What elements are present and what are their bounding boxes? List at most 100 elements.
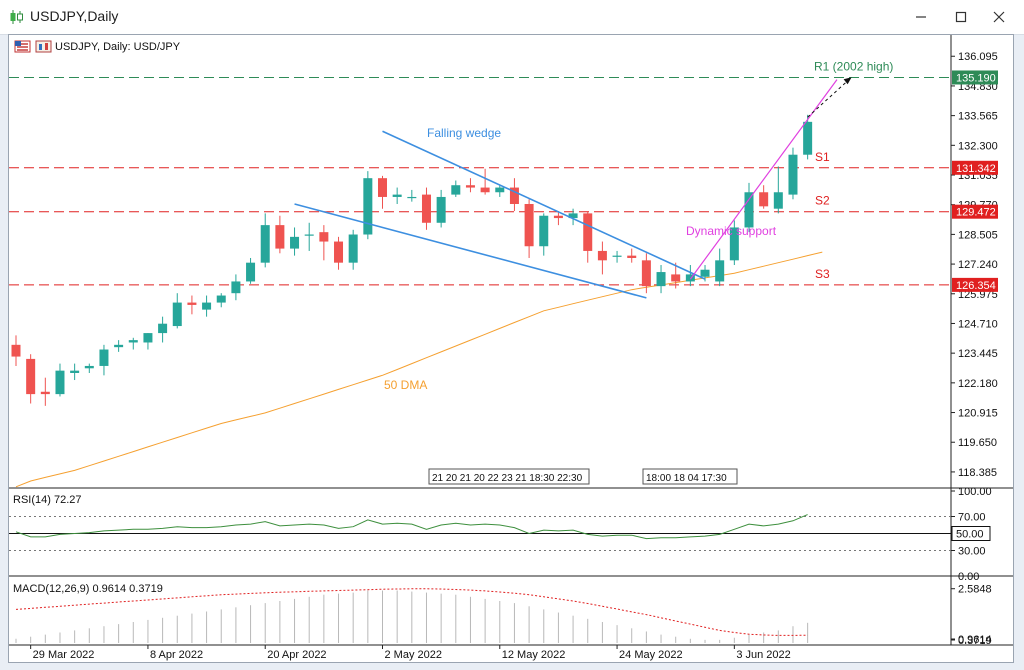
- candle[interactable]: [11, 335, 21, 366]
- candle[interactable]: [407, 189, 417, 202]
- candle[interactable]: [202, 295, 212, 317]
- candle-body: [26, 358, 36, 395]
- candle-body: [231, 281, 241, 294]
- candle[interactable]: [465, 178, 475, 193]
- date-tick-label: 12 May 2022: [502, 649, 566, 661]
- date-tick-label: 20 Apr 2022: [267, 649, 326, 661]
- candle[interactable]: [656, 265, 666, 294]
- annotation-50-dma: 50 DMA: [384, 378, 427, 392]
- candle-body: [465, 185, 475, 188]
- candle-body: [334, 241, 344, 263]
- candle[interactable]: [290, 227, 300, 256]
- candle-body: [128, 340, 138, 343]
- macd-tick-label: 0.9614: [958, 634, 992, 646]
- candle-body: [348, 234, 358, 263]
- candle-body: [495, 187, 505, 193]
- candle-body: [363, 178, 373, 235]
- candle[interactable]: [759, 185, 769, 209]
- candle[interactable]: [803, 114, 813, 160]
- chart-window[interactable]: R1 (2002 high) S1 S2 S3 Falling wedge Dynamic…: [8, 34, 1014, 663]
- usdjpy-chart[interactable]: R1 (2002 high) S1 S2 S3 Falling wedge Dynamic…: [9, 35, 1013, 662]
- minimize-button[interactable]: [904, 4, 938, 30]
- candle-body: [187, 302, 197, 305]
- maximize-button[interactable]: [944, 4, 978, 30]
- candle[interactable]: [480, 168, 490, 195]
- candle[interactable]: [612, 250, 622, 263]
- candle[interactable]: [216, 293, 226, 308]
- candle[interactable]: [231, 274, 241, 301]
- date-tick-label: 2 May 2022: [385, 649, 442, 661]
- candle[interactable]: [539, 213, 549, 256]
- candle[interactable]: [246, 257, 256, 284]
- candle[interactable]: [99, 344, 109, 376]
- candle[interactable]: [40, 377, 50, 406]
- candle[interactable]: [55, 363, 65, 397]
- close-button[interactable]: [982, 4, 1016, 30]
- candle[interactable]: [583, 211, 593, 263]
- candle-body: [773, 192, 783, 209]
- candle[interactable]: [334, 236, 344, 270]
- candle[interactable]: [319, 225, 329, 261]
- candle-body: [803, 121, 813, 155]
- candle[interactable]: [553, 211, 563, 226]
- candle[interactable]: [773, 166, 783, 214]
- candle[interactable]: [788, 147, 798, 200]
- candle[interactable]: [524, 199, 534, 258]
- candle[interactable]: [26, 354, 36, 404]
- candle-body: [729, 227, 739, 261]
- candle[interactable]: [392, 187, 402, 204]
- candle[interactable]: [715, 248, 725, 287]
- candle[interactable]: [187, 295, 197, 315]
- candle-body: [568, 213, 578, 219]
- macd-tick-label: 0.3719: [958, 635, 992, 647]
- candle[interactable]: [597, 241, 607, 275]
- candle[interactable]: [568, 208, 578, 226]
- candle[interactable]: [114, 340, 124, 352]
- candle[interactable]: [421, 187, 431, 230]
- price-axis: 136.095134.830133.565132.300131.035129.7…: [951, 51, 998, 479]
- rsi-label: RSI(14) 72.27: [13, 494, 81, 506]
- candle-body: [597, 250, 607, 261]
- level-tag-s2: 129.472: [956, 207, 996, 219]
- macd-tick-label: 2.5848: [958, 584, 992, 596]
- candle[interactable]: [84, 363, 94, 373]
- candle[interactable]: [363, 171, 373, 240]
- date-tick-label: 24 May 2022: [619, 649, 683, 661]
- rsi-tick-label: 100.00: [958, 486, 992, 498]
- candle[interactable]: [495, 185, 505, 197]
- candle[interactable]: [641, 253, 651, 294]
- chart-header: USDJPY, Daily: USD/JPY: [14, 40, 181, 53]
- macd-signal-line: [15, 588, 808, 636]
- candle[interactable]: [744, 182, 754, 233]
- candle[interactable]: [509, 178, 519, 212]
- candle-body: [158, 323, 168, 334]
- candle[interactable]: [685, 265, 695, 287]
- price-tick-label: 120.915: [958, 408, 998, 420]
- candle[interactable]: [143, 333, 153, 350]
- candle[interactable]: [451, 180, 461, 197]
- candle[interactable]: [627, 248, 637, 263]
- candle-body: [509, 187, 519, 204]
- candle[interactable]: [128, 337, 138, 350]
- candle-body: [392, 194, 402, 197]
- time-label-group-2: 18:00 18 04 17:30: [646, 473, 727, 484]
- macd-label: MACD(12,26,9) 0.9614 0.3719: [13, 583, 163, 595]
- candle[interactable]: [378, 175, 387, 209]
- date-tick-label: 8 Apr 2022: [150, 649, 203, 661]
- candle[interactable]: [260, 213, 270, 268]
- candle[interactable]: [671, 262, 681, 289]
- level-tag-r1: 135.190: [956, 72, 996, 84]
- candle[interactable]: [436, 189, 446, 228]
- candle[interactable]: [348, 229, 358, 270]
- candle[interactable]: [304, 222, 314, 251]
- candle-body: [304, 234, 314, 236]
- candle[interactable]: [172, 293, 182, 329]
- price-tick-label: 132.300: [958, 140, 998, 152]
- candle[interactable]: [70, 363, 80, 381]
- candle-body: [421, 194, 431, 223]
- candle[interactable]: [158, 316, 168, 343]
- candle-body: [40, 391, 50, 395]
- candle-body: [11, 344, 21, 357]
- candle[interactable]: [729, 220, 739, 266]
- candle[interactable]: [275, 215, 285, 254]
